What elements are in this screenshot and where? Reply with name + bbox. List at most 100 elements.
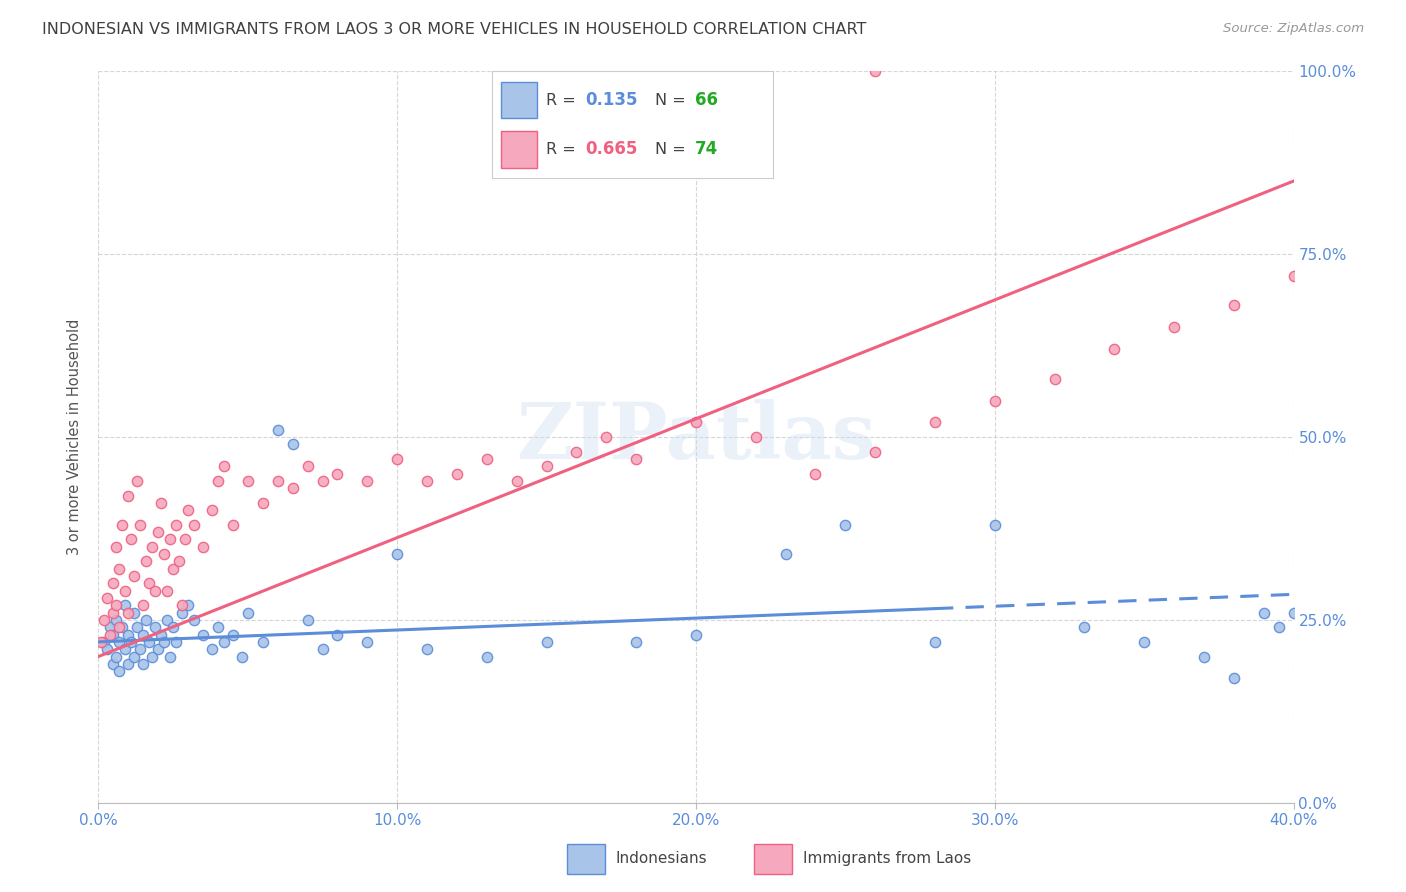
Point (108, 562, 131, 576)
Text: Indonesians: Indonesians (616, 851, 707, 866)
Point (108, 664, 131, 678)
Point (745, 430, 768, 444)
Point (138, 576, 160, 591)
Point (385, 547, 409, 561)
Point (326, 627, 349, 641)
Point (236, 474, 259, 488)
Point (212, 635, 235, 649)
Point (143, 620, 166, 634)
Point (207, 620, 229, 634)
Point (416, 642, 439, 657)
Point (804, 467, 827, 481)
Point (236, 606, 259, 620)
Point (120, 635, 142, 649)
Point (1133, 635, 1156, 649)
Point (117, 606, 139, 620)
Bar (755, 844, 792, 874)
Point (159, 533, 181, 547)
Point (863, 444, 887, 458)
Point (595, 430, 617, 444)
Point (356, 635, 378, 649)
Point (191, 627, 214, 641)
Point (172, 606, 194, 620)
Point (201, 642, 224, 657)
Point (132, 627, 155, 641)
Point (281, 437, 304, 451)
Point (172, 599, 194, 613)
Point (132, 657, 155, 671)
Point (385, 452, 409, 467)
Point (924, 416, 946, 430)
Point (143, 583, 166, 598)
Bar (501, 131, 537, 168)
Point (141, 540, 163, 554)
Point (1253, 606, 1275, 620)
Point (536, 459, 558, 474)
Point (148, 525, 170, 540)
Point (1192, 649, 1215, 664)
Point (863, 64, 887, 78)
Point (105, 599, 128, 613)
Point (124, 649, 146, 664)
Point (153, 635, 176, 649)
Point (297, 613, 319, 627)
Point (685, 627, 707, 641)
Text: Immigrants from Laos: Immigrants from Laos (803, 851, 970, 866)
Point (1073, 620, 1095, 634)
Point (924, 635, 946, 649)
Point (207, 474, 229, 488)
Text: N =: N = (655, 142, 692, 157)
Point (536, 635, 558, 649)
Point (135, 613, 157, 627)
Point (103, 576, 125, 591)
Point (984, 393, 1007, 408)
Point (475, 649, 498, 664)
Text: INDONESIAN VS IMMIGRANTS FROM LAOS 3 OR MORE VEHICLES IN HOUSEHOLD CORRELATION C: INDONESIAN VS IMMIGRANTS FROM LAOS 3 OR … (42, 22, 866, 37)
Point (267, 474, 290, 488)
Point (117, 657, 139, 671)
Point (984, 517, 1007, 532)
Point (165, 635, 187, 649)
Point (124, 606, 146, 620)
Point (93, 613, 115, 627)
Point (162, 620, 184, 634)
Point (103, 606, 125, 620)
Point (475, 452, 498, 467)
Text: R =: R = (546, 93, 581, 108)
Point (114, 599, 136, 613)
Point (1163, 320, 1185, 334)
Point (114, 642, 136, 657)
Point (100, 620, 122, 634)
Text: 0.665: 0.665 (585, 141, 637, 159)
Point (108, 620, 131, 634)
Point (1282, 606, 1305, 620)
Point (129, 517, 152, 532)
Point (108, 635, 131, 649)
Point (96, 591, 118, 605)
Point (148, 642, 170, 657)
Point (177, 503, 200, 517)
Point (124, 569, 146, 583)
Point (156, 613, 179, 627)
Point (506, 474, 529, 488)
Point (117, 489, 139, 503)
Point (1402, 211, 1406, 225)
Point (132, 599, 155, 613)
Point (231, 649, 253, 664)
Point (191, 540, 214, 554)
Point (446, 467, 468, 481)
Point (183, 517, 205, 532)
Point (201, 503, 224, 517)
Point (356, 474, 378, 488)
Point (96, 642, 118, 657)
Point (127, 620, 149, 634)
Text: N =: N = (655, 93, 692, 108)
Point (174, 533, 197, 547)
Point (141, 649, 163, 664)
Point (114, 583, 136, 598)
Point (1043, 371, 1066, 385)
Point (1102, 343, 1125, 357)
Point (156, 583, 179, 598)
Point (105, 649, 128, 664)
Point (153, 547, 176, 561)
